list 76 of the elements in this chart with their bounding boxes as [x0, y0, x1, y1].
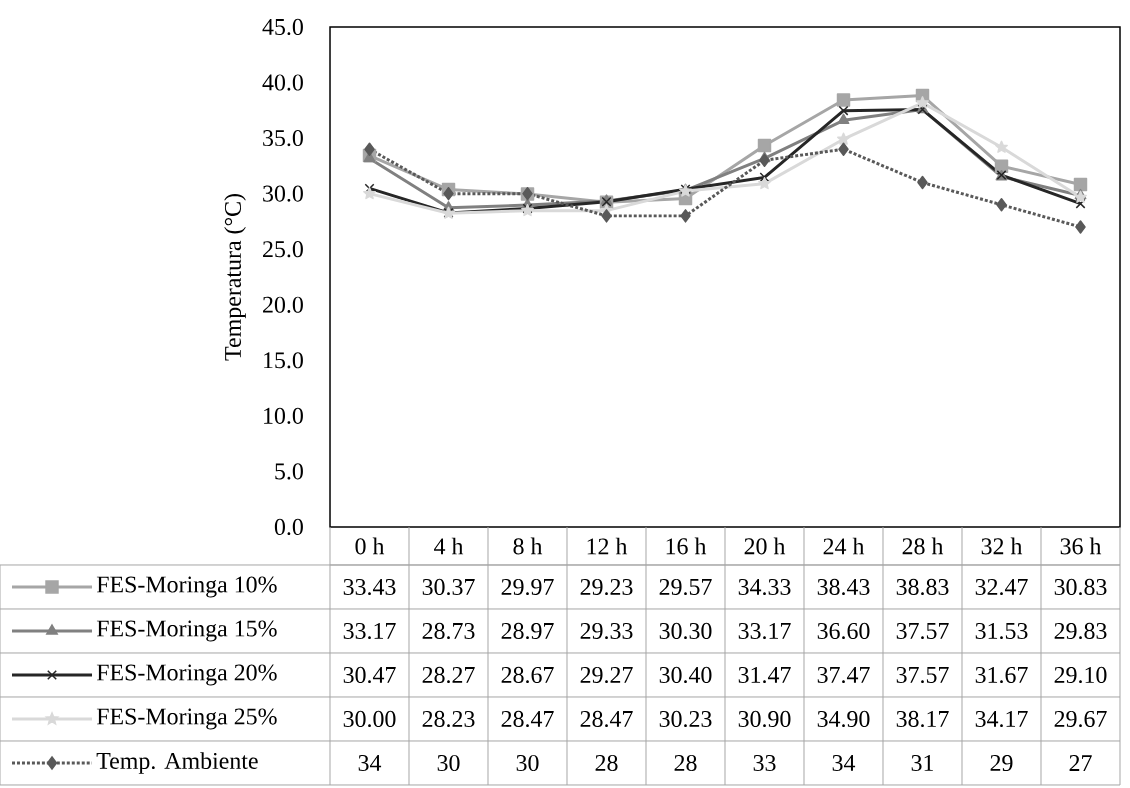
- x-tick-label: 4 h: [434, 537, 464, 555]
- data-label: 30.40: [659, 666, 712, 684]
- data-label: 30.83: [1054, 578, 1107, 596]
- y-tick-label: 40.0: [262, 74, 303, 91]
- data-label: 38.43: [817, 578, 870, 596]
- y-tick-label: 25.0: [263, 241, 303, 258]
- y-tick-label: 45.0: [262, 18, 303, 36]
- data-label: 29.33: [580, 622, 633, 640]
- data-label: 34: [832, 754, 856, 772]
- data-label: 31: [911, 754, 934, 772]
- y-tick-label: 20.0: [263, 296, 303, 313]
- data-label: 28.23: [422, 710, 475, 728]
- data-label: 38.17: [896, 710, 949, 728]
- data-label: 34.90: [817, 710, 870, 728]
- data-label: 30: [437, 754, 460, 772]
- data-label: 29.83: [1054, 622, 1107, 640]
- data-label: 28: [595, 754, 618, 772]
- legend-label: FES-Moringa 25%: [96, 708, 277, 730]
- data-label: 37.47: [817, 666, 870, 684]
- legend-label: FES-Moringa 20%: [96, 664, 277, 686]
- data-label: 38.83: [896, 578, 949, 596]
- data-label: 37.57: [896, 666, 949, 684]
- data-label: 34: [358, 754, 382, 772]
- data-label: 32.47: [975, 578, 1028, 596]
- data-label: 29.27: [580, 666, 633, 684]
- data-label: 30.00: [343, 710, 396, 728]
- data-label: 28.47: [501, 710, 554, 728]
- y-tick-label: 15.0: [264, 352, 303, 369]
- legend-label: Temp. Ambiente: [96, 752, 258, 774]
- x-tick-label: 28 h: [902, 537, 944, 555]
- y-axis-title: Temperatura (°C): [224, 194, 246, 361]
- legend-label: FES-Moringa 10%: [96, 576, 277, 598]
- data-label: 30: [516, 754, 539, 772]
- data-label: 28.73: [422, 622, 475, 640]
- x-tick-label: 24 h: [823, 537, 865, 555]
- data-label: 27: [1069, 755, 1092, 771]
- data-label: 29.67: [1054, 710, 1107, 728]
- data-label: 30.30: [659, 622, 712, 640]
- data-label: 29: [990, 754, 1013, 772]
- data-label: 29.10: [1054, 666, 1107, 684]
- y-tick-label: 30.0: [263, 185, 303, 202]
- data-label: 37.57: [896, 622, 949, 640]
- data-label: 30.47: [343, 666, 396, 684]
- x-tick-label: 32 h: [981, 537, 1023, 555]
- data-label: 36.60: [817, 622, 870, 640]
- data-label: 28.47: [580, 710, 633, 728]
- y-tick-label: 10.0: [264, 407, 303, 424]
- data-label: 31.47: [738, 666, 791, 684]
- data-label: 28.67: [501, 666, 554, 684]
- data-label: 33.43: [343, 578, 396, 596]
- x-tick-label: 8 h: [513, 537, 543, 555]
- x-tick-label: 12 h: [587, 537, 628, 555]
- data-label: 33.17: [738, 622, 791, 640]
- legend-label: FES-Moringa 15%: [96, 620, 277, 642]
- y-tick-label: 0.0: [274, 518, 303, 536]
- x-tick-label: 0 h: [355, 537, 385, 555]
- data-label: 33: [753, 754, 776, 772]
- data-label: 30.90: [738, 710, 791, 728]
- x-tick-label: 20 h: [744, 537, 786, 555]
- data-label: 29.57: [659, 578, 712, 596]
- y-tick-label: 5.0: [275, 463, 303, 480]
- x-tick-label: 36 h: [1060, 537, 1102, 555]
- data-label: 28.27: [422, 666, 475, 684]
- data-label: 30.23: [659, 710, 712, 728]
- data-label: 28: [674, 754, 697, 772]
- data-label: 34.17: [975, 710, 1028, 728]
- data-label: 30.37: [422, 578, 475, 596]
- data-label: 28.97: [501, 622, 554, 640]
- data-label: 34.33: [738, 578, 791, 596]
- data-label: 31.53: [975, 622, 1028, 640]
- data-label: 33.17: [343, 622, 396, 640]
- data-label: 31.67: [975, 666, 1028, 684]
- data-label: 29.97: [501, 578, 554, 596]
- y-tick-label: 35.0: [263, 129, 303, 147]
- data-label: 29.23: [580, 578, 633, 596]
- x-tick-label: 16 h: [666, 537, 707, 555]
